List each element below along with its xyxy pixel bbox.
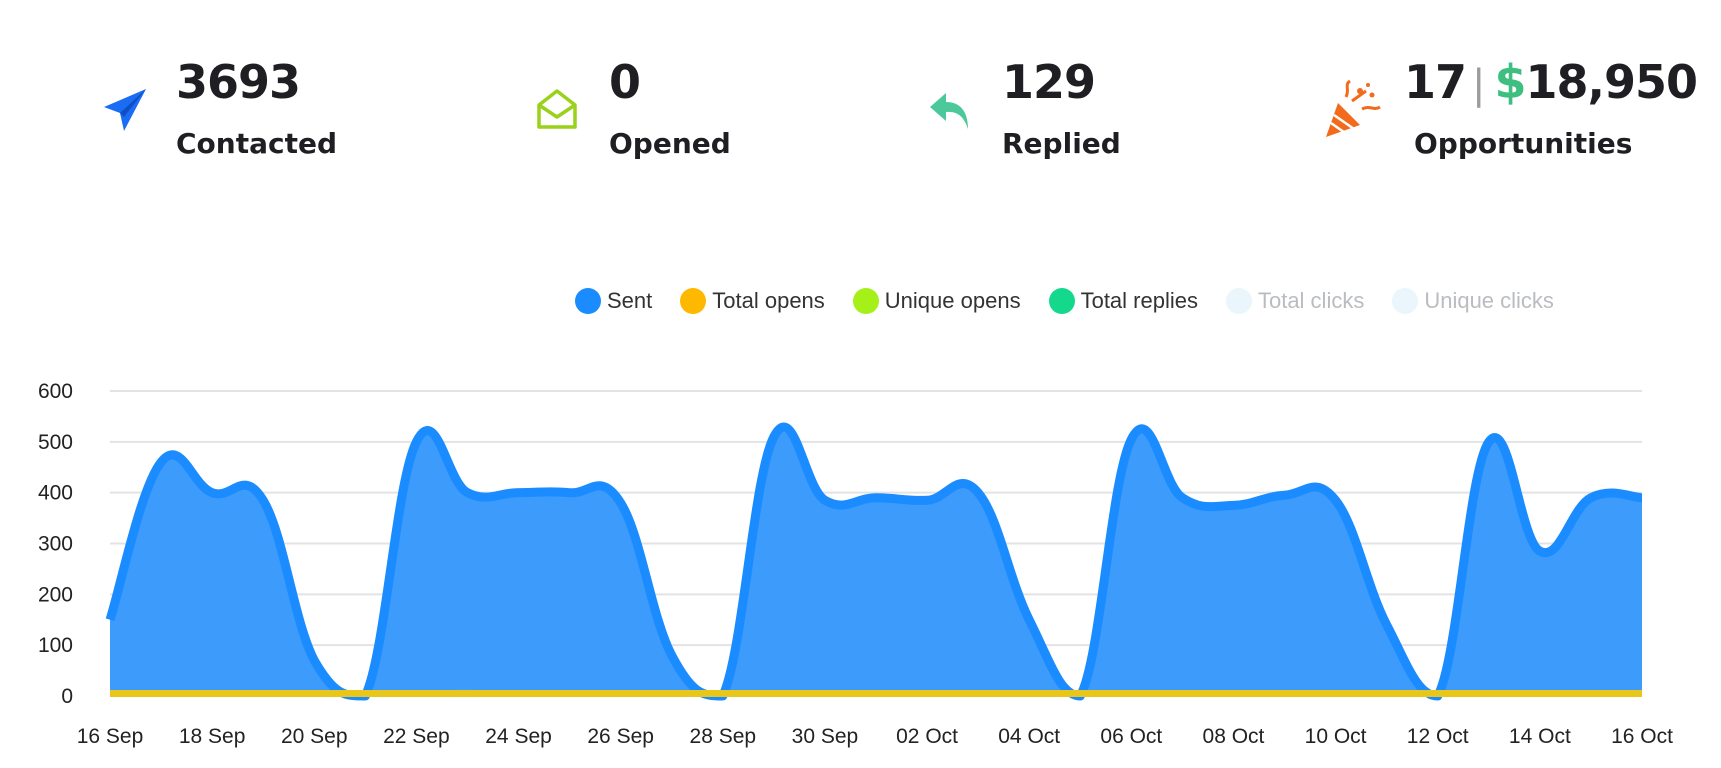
x-tick-label: 28 Sep bbox=[690, 725, 757, 748]
y-tick-label: 100 bbox=[38, 634, 73, 657]
replied-value: 129 bbox=[1002, 55, 1096, 109]
x-tick-label: 30 Sep bbox=[792, 725, 859, 748]
y-tick-label: 200 bbox=[38, 583, 73, 606]
legend-label: Total replies bbox=[1080, 288, 1198, 313]
activity-chart: 0 100 200 300 400 500 600 16 Sep 18 Sep 20 Sep 22 … bbox=[38, 380, 1673, 748]
contacted-value: 3693 bbox=[176, 55, 301, 109]
y-tick-label: 600 bbox=[38, 380, 73, 403]
x-tick-label: 08 Oct bbox=[1203, 725, 1265, 748]
paper-plane-icon bbox=[102, 87, 148, 138]
legend-item-total-opens[interactable]: Total opens bbox=[680, 288, 825, 314]
y-tick-label: 300 bbox=[38, 533, 73, 556]
x-tick-label: 02 Oct bbox=[896, 725, 958, 748]
chart-legend: Sent Total opens Unique opens Total replies… bbox=[575, 288, 1582, 318]
x-tick-label: 26 Sep bbox=[587, 725, 654, 748]
legend-item-unique-clicks[interactable]: Unique clicks bbox=[1392, 288, 1554, 314]
legend-label: Total opens bbox=[712, 288, 825, 313]
legend-item-total-clicks[interactable]: Total clicks bbox=[1225, 288, 1365, 314]
x-tick-label: 22 Sep bbox=[383, 725, 450, 748]
legend-label: Unique opens bbox=[884, 288, 1021, 313]
legend-swatch bbox=[852, 288, 879, 314]
contacted-label: Contacted bbox=[176, 127, 338, 160]
party-popper-icon bbox=[1322, 79, 1384, 146]
x-tick-label: 16 Sep bbox=[77, 725, 144, 748]
legend-swatch bbox=[680, 288, 707, 314]
stats-summary: 3693 Contacted 0 Opened 129 Replied bbox=[0, 0, 1721, 200]
y-tick-label: 0 bbox=[61, 685, 73, 708]
open-envelope-icon bbox=[535, 87, 579, 136]
x-tick-label: 04 Oct bbox=[998, 725, 1060, 748]
legend-swatch bbox=[575, 288, 601, 314]
x-tick-label: 14 Oct bbox=[1509, 725, 1571, 748]
legend-label: Unique clicks bbox=[1424, 288, 1554, 313]
opportunities-amount: 18,950 bbox=[1525, 55, 1699, 109]
y-tick-label: 400 bbox=[38, 482, 73, 505]
x-tick-label: 10 Oct bbox=[1305, 725, 1367, 748]
x-tick-label: 12 Oct bbox=[1407, 725, 1469, 748]
opportunities-count: 17 bbox=[1404, 55, 1467, 109]
x-tick-label: 20 Sep bbox=[281, 725, 348, 748]
opportunities-separator: | bbox=[1472, 62, 1486, 108]
x-tick-label: 18 Sep bbox=[179, 725, 246, 748]
legend-swatch bbox=[1392, 288, 1419, 314]
legend-item-total-replies[interactable]: Total replies bbox=[1048, 288, 1198, 314]
x-tick-label: 06 Oct bbox=[1100, 725, 1162, 748]
opportunities-value: 17 | $18,950 bbox=[1404, 55, 1699, 109]
series-sent-area bbox=[110, 426, 1642, 696]
reply-arrow-icon bbox=[928, 91, 972, 136]
opportunities-label: Opportunities bbox=[1414, 127, 1633, 160]
legend-item-sent[interactable]: Sent bbox=[575, 288, 652, 314]
legend-swatch bbox=[1225, 288, 1252, 314]
legend-swatch bbox=[1048, 288, 1075, 314]
legend-item-unique-opens[interactable]: Unique opens bbox=[852, 288, 1021, 314]
opened-value: 0 bbox=[609, 55, 641, 109]
dollar-sign: $ bbox=[1494, 55, 1527, 109]
replied-label: Replied bbox=[1002, 127, 1121, 160]
legend-label: Total clicks bbox=[1257, 288, 1365, 313]
y-tick-label: 500 bbox=[38, 431, 73, 454]
x-tick-label: 24 Sep bbox=[485, 725, 552, 748]
opened-label: Opened bbox=[609, 127, 731, 160]
legend-label: Sent bbox=[607, 288, 653, 313]
x-tick-label: 16 Oct bbox=[1611, 725, 1673, 748]
